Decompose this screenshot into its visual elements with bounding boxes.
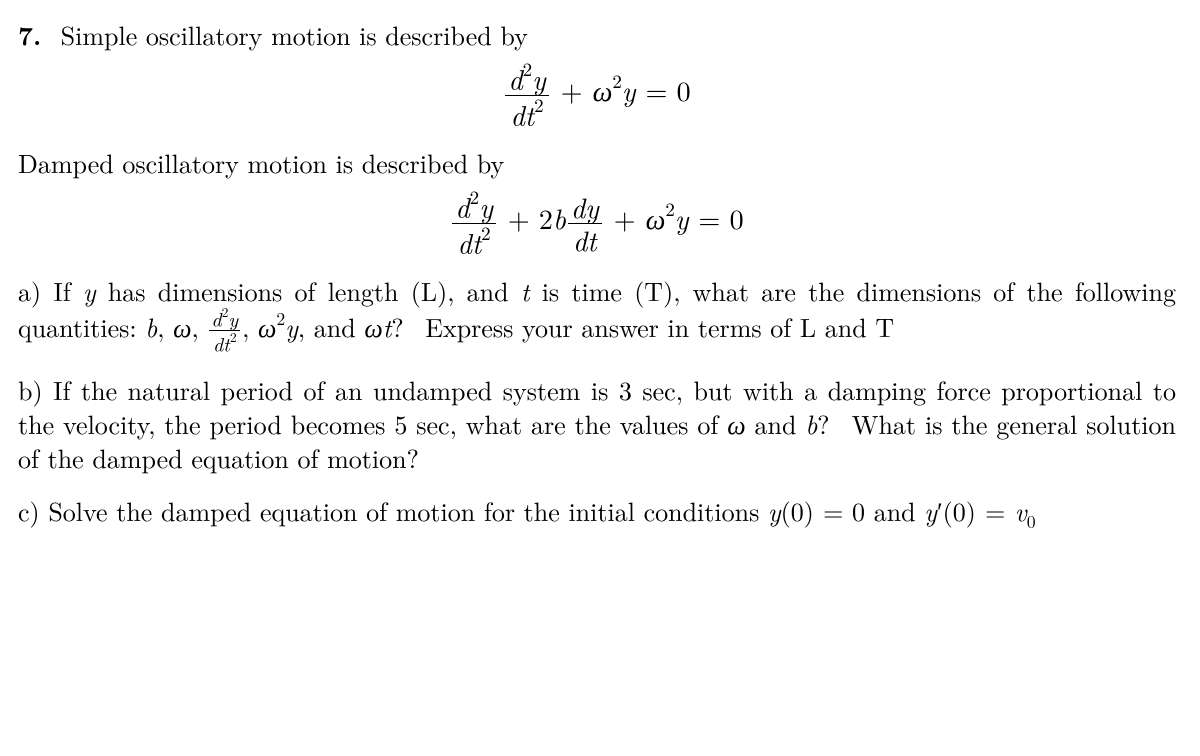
part-b-text: If the natural period of an undamped sys…: [18, 371, 1176, 477]
part-a-label: a): [18, 272, 41, 309]
part-a: a) If y has dimensions of length (L), an…: [18, 274, 1176, 355]
intro-simple-text: Simple oscillatory motion is described b…: [61, 16, 528, 53]
part-c-text: Solve the damped equation of motion for …: [48, 492, 1035, 529]
part-c-label: c): [18, 492, 40, 529]
part-b: b) If the natural period of an undamped …: [18, 373, 1176, 476]
problem-number: 7.: [18, 18, 52, 52]
problem-page: 7. Simple oscillatory motion is describe…: [0, 0, 1200, 564]
equation-simple: d2ydt2 + ω2y = 0: [18, 62, 1176, 128]
part-a-text: If y has dimensions of length (L), and t…: [18, 272, 1176, 345]
part-c: c) Solve the damped equation of motion f…: [18, 494, 1176, 533]
problem-intro-damped: Damped oscillatory motion is described b…: [18, 146, 1176, 180]
part-b-label: b): [18, 371, 43, 408]
equation-damped: d2ydt2 + 2bdydt + ω2y = 0: [18, 190, 1176, 256]
problem-intro-simple: 7. Simple oscillatory motion is describe…: [18, 18, 1176, 52]
